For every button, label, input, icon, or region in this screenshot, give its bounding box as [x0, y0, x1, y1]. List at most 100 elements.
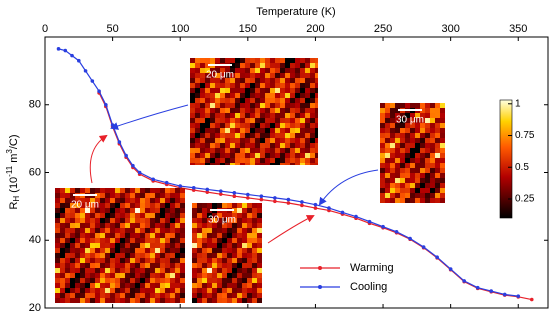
- heatmap-cell: [140, 258, 145, 263]
- heatmap-cell: [300, 93, 305, 98]
- heatmap-cell: [200, 138, 205, 143]
- heatmap-cell: [110, 268, 115, 273]
- heatmap-cell: [295, 73, 300, 78]
- heatmap-cell: [80, 198, 85, 203]
- heatmap-cell: [242, 258, 247, 263]
- heatmap-cell: [305, 73, 310, 78]
- heatmap-cell: [210, 98, 215, 103]
- heatmap-cell: [175, 228, 180, 233]
- heatmap-cell: [315, 138, 318, 143]
- heatmap-cell: [90, 238, 95, 243]
- heatmap-cell: [202, 248, 207, 253]
- heatmap-cell: [105, 263, 110, 268]
- heatmap-cell: [85, 273, 90, 278]
- heatmap-cell: [200, 68, 205, 73]
- heatmap-cell: [252, 288, 257, 293]
- heatmap-cell: [120, 298, 125, 303]
- heatmap-cell: [85, 253, 90, 258]
- heatmap-cell: [280, 148, 285, 153]
- heatmap-cell: [205, 108, 210, 113]
- heatmap-cell: [400, 178, 405, 183]
- heatmap-cell: [227, 243, 232, 248]
- heatmap-cell: [290, 133, 295, 138]
- heatmap-cell: [195, 113, 200, 118]
- heatmap-cell: [415, 138, 420, 143]
- heatmap-cell: [130, 188, 135, 193]
- heatmap-cell: [155, 273, 160, 278]
- scale-label: 20 μm: [71, 200, 99, 211]
- heatmap-cell: [240, 133, 245, 138]
- heatmap-cell: [430, 133, 435, 138]
- heatmap-cell: [247, 268, 252, 273]
- heatmap-cell: [230, 58, 235, 63]
- heatmap-cell: [95, 193, 100, 198]
- heatmap-cell: [247, 203, 252, 208]
- heatmap-cell: [150, 223, 155, 228]
- heatmap-cell: [100, 223, 105, 228]
- heatmap-cell: [390, 113, 395, 118]
- heatmap-cell: [270, 148, 275, 153]
- heatmap-cell: [242, 243, 247, 248]
- data-point: [273, 199, 277, 204]
- heatmap-cell: [215, 113, 220, 118]
- heatmap-cell: [222, 203, 227, 208]
- data-point: [151, 177, 155, 182]
- data-point: [205, 190, 210, 194]
- heatmap-cell: [230, 123, 235, 128]
- heatmap-cell: [222, 283, 227, 288]
- heatmap-cell: [180, 288, 185, 293]
- heatmap-cell: [220, 108, 225, 113]
- heatmap-cell: [220, 133, 225, 138]
- heatmap-cell: [260, 143, 265, 148]
- heatmap-cell: [257, 238, 262, 243]
- heatmap-cell: [175, 268, 180, 273]
- heatmap-cell: [305, 108, 310, 113]
- heatmap-cell: [275, 98, 280, 103]
- heatmap-cell: [145, 218, 150, 223]
- arrow: [89, 134, 108, 184]
- heatmap-cell: [425, 123, 430, 128]
- heatmap-cell: [180, 193, 185, 198]
- heatmap-cell: [125, 228, 130, 233]
- heatmap-cell: [155, 218, 160, 223]
- heatmap-cell: [225, 78, 230, 83]
- heatmap-cell: [190, 128, 195, 133]
- heatmap-cell: [202, 223, 207, 228]
- heatmap-cell: [130, 193, 135, 198]
- heatmap-cell: [305, 63, 310, 68]
- heatmap-cell: [85, 233, 90, 238]
- heatmap-cell: [160, 188, 165, 193]
- heatmap-cell: [80, 218, 85, 223]
- heatmap-cell: [400, 148, 405, 153]
- heatmap-cell: [440, 128, 445, 133]
- heatmap-cell: [235, 103, 240, 108]
- heatmap-cell: [247, 218, 252, 223]
- colorbar-tick-label: 0.75: [515, 130, 535, 141]
- heatmap-cell: [140, 243, 145, 248]
- heatmap-cell: [240, 123, 245, 128]
- heatmap-cell: [130, 263, 135, 268]
- heatmap-cell: [290, 73, 295, 78]
- heatmap-cell: [200, 58, 205, 63]
- heatmap-cell: [80, 288, 85, 293]
- heatmap-cell: [120, 293, 125, 298]
- heatmap-cell: [420, 113, 425, 118]
- heatmap-cell: [257, 208, 262, 213]
- heatmap-cell: [385, 128, 390, 133]
- heatmap-cell: [130, 298, 135, 303]
- heatmap-cell: [145, 198, 150, 203]
- heatmap-cell: [155, 288, 160, 293]
- heatmap-cell: [180, 293, 185, 298]
- heatmap-cell: [125, 243, 130, 248]
- heatmap-cell: [315, 58, 318, 63]
- heatmap-cell: [160, 248, 165, 253]
- heatmap-cell: [217, 298, 222, 303]
- arrow: [110, 104, 189, 130]
- heatmap-cell: [212, 258, 217, 263]
- heatmap-cell: [247, 283, 252, 288]
- heatmap-cell: [192, 228, 197, 233]
- heatmap-cell: [232, 283, 237, 288]
- heatmap-cell: [55, 228, 60, 233]
- heatmap-cell: [120, 268, 125, 273]
- heatmap-cell: [207, 233, 212, 238]
